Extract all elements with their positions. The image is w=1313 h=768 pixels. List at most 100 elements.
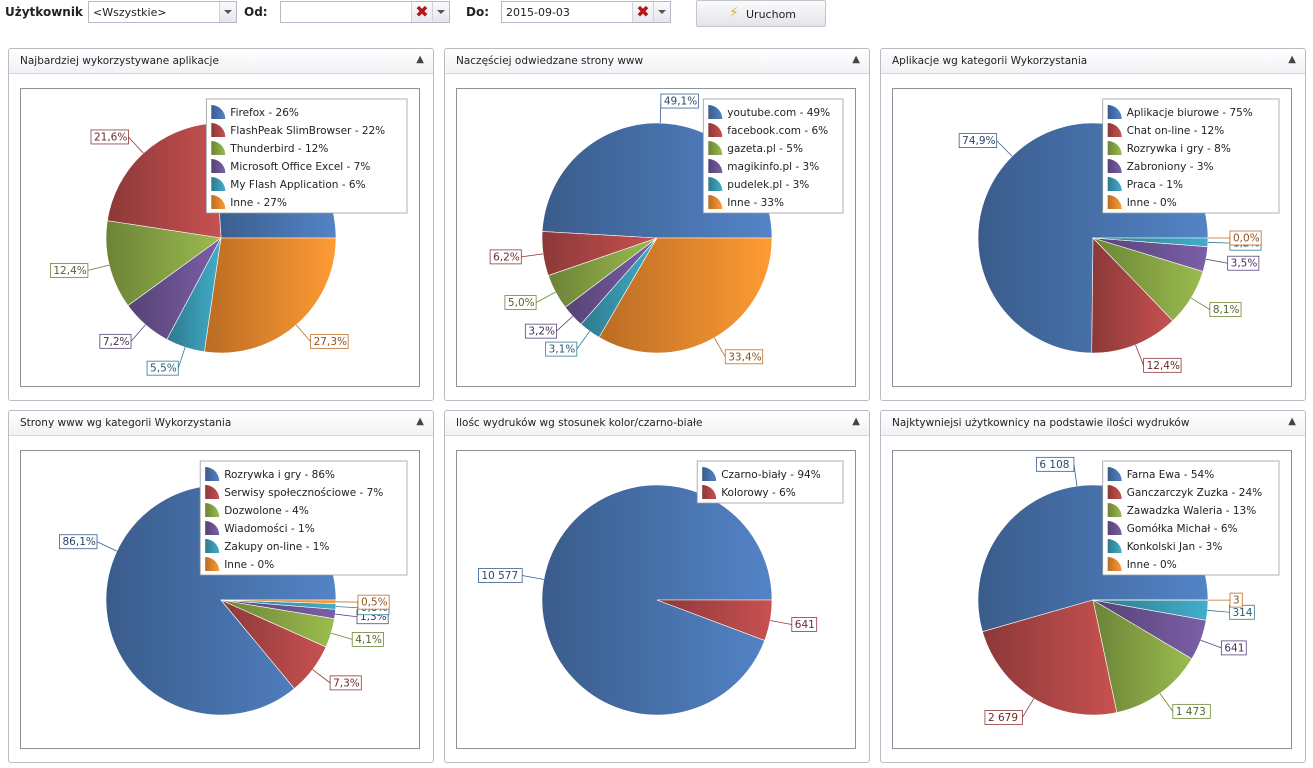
legend-swatch [205,557,220,571]
leader-line [295,324,311,342]
legend-item: Rozrywka i gry - 86% [224,469,335,481]
legend-swatch [708,195,723,209]
data-label-box [489,249,522,265]
panel-websites-by-category: Strony www wg kategorii Wykorzystania ▲ … [8,410,434,763]
data-label: 4,1% [355,634,382,646]
legend-item: Chat on-line - 12% [1127,125,1225,137]
clear-x-icon[interactable]: ✖ [411,2,432,22]
chevron-down-icon[interactable] [653,2,670,22]
slice-orange [204,237,337,354]
toolbar: Użytkownik <Wszystkie> Od: ✖ Do: 2015-09… [0,0,1313,30]
leader-line [335,613,358,618]
legend-swatch [702,467,717,481]
chevron-up-icon[interactable]: ▲ [416,54,424,65]
data-label: 21,6% [94,131,127,143]
slice-green [1092,599,1193,713]
chevron-up-icon[interactable]: ▲ [416,416,424,427]
data-label-box [59,534,98,550]
leader-line [996,140,1013,157]
from-date-field[interactable]: ✖ [280,1,450,23]
leader-line [128,136,144,154]
panel-title: Strony www wg kategorii Wykorzystania [20,417,232,429]
data-label: 0,0% [1233,233,1260,245]
legend-swatch [205,521,220,535]
leader-line [1205,258,1228,264]
data-label-box [524,323,557,339]
data-label: 49,1% [664,96,697,108]
data-label-box [791,617,818,632]
data-label-box [146,360,179,376]
panel-top-print-users: Najktywniejsi użytkownicy na podstawie i… [880,410,1306,763]
clear-x-icon[interactable]: ✖ [632,2,653,22]
chart-svg: 86,1%7,3%4,1%1,3%0,8%0,5%Rozrywka i gry … [59,460,408,716]
panel-title: Naczęściej odwiedzane strony www [456,55,644,67]
legend: Aplikacje biurowe - 75% Chat on-line - 12… [1102,98,1280,214]
pie-chart: 10 577 641 Czarno-biały - 94% Kolorowy - 6% [456,450,856,749]
data-label: 8,1% [1213,304,1240,316]
legend-item: Praca - 1% [1127,179,1183,191]
chevron-down-icon[interactable] [432,2,449,22]
legend-swatch [211,105,226,119]
legend-item: youtube.com - 49% [727,107,830,119]
legend-item: Inne - 0% [1127,559,1177,571]
data-label-box [660,93,699,109]
data-label: 3,2% [528,326,555,338]
data-label: 641 [795,619,815,631]
data-label-box [1036,456,1075,472]
legend-box [696,460,844,504]
chevron-up-icon[interactable]: ▲ [1288,416,1296,427]
legend-swatch [205,539,220,553]
run-button[interactable]: ⚡ Uruchom [696,0,826,27]
data-label-box [545,341,578,357]
to-label: Do: [466,5,490,19]
legend-box [702,98,844,214]
slice-orange [598,237,773,354]
legend-swatch [205,503,220,517]
legend-swatch [708,123,723,137]
data-label-box [1229,230,1262,246]
legend-item: Farna Ewa - 54% [1127,469,1215,481]
leader-line [1200,639,1222,649]
chevron-up-icon[interactable]: ▲ [1288,54,1296,65]
legend-item: Zabroniony - 3% [1127,161,1214,173]
panel-top-apps: Najbardziej wykorzystywane aplikacje ▲ 2… [8,48,434,401]
leader-line [576,331,591,350]
data-label-box [329,675,362,691]
legend-item: facebook.com - 6% [727,125,828,137]
leader-line [713,337,726,357]
slice-green [105,220,222,307]
data-label-box [1220,640,1247,656]
leader-line [535,291,556,303]
slice-orange [220,599,337,604]
leader-line [1190,297,1211,310]
pie-chart: 74,9%12,4%8,1%3,5%1,2%0,0%Aplikacje biur… [892,88,1292,387]
legend-swatch [708,141,723,155]
leader-line [87,264,110,271]
legend-swatch [1107,521,1122,535]
chevron-down-icon[interactable] [219,2,236,22]
legend-swatch [708,159,723,173]
leader-line [96,541,118,552]
panel-title: Najktywniejsi użytkownicy na podstawie i… [892,417,1190,429]
data-label: 3 [1233,595,1240,607]
data-label: 86,1% [63,536,96,548]
data-label-box [310,334,349,350]
legend-swatch [1107,123,1122,137]
legend-swatch [1107,141,1122,155]
data-label-box [49,263,89,278]
to-date-field[interactable]: 2015-09-03 ✖ [501,1,671,23]
slice-red [1091,237,1174,354]
chart-svg: 49,1% 6,2% 5,0% 3,2% 3,1% 33,4% youtube.com - … [489,93,844,365]
data-label-box [1143,357,1182,373]
leader-line [331,632,353,640]
user-select[interactable]: <Wszystkie> [88,1,237,23]
legend-item: pudelek.pl - 3% [727,179,809,191]
chevron-up-icon[interactable]: ▲ [852,416,860,427]
data-label-box [99,333,132,349]
user-label: Użytkownik [5,5,83,19]
legend-swatch [1107,485,1122,499]
legend: Rozrywka i gry - 86% Serwisy społeczności… [199,460,408,576]
chevron-up-icon[interactable]: ▲ [852,54,860,65]
leader-line [1022,698,1035,718]
data-label-box [1229,592,1243,608]
